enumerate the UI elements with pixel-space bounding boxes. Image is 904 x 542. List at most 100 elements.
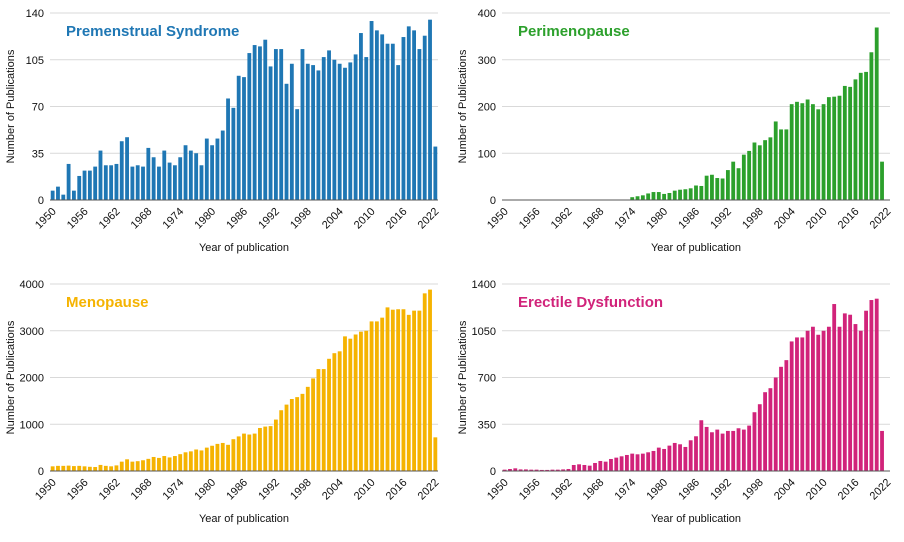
bar: [779, 366, 783, 471]
bar: [826, 97, 831, 200]
bar: [263, 39, 268, 200]
bar: [534, 469, 539, 471]
bar: [720, 178, 725, 200]
y-tick-label: 100: [478, 148, 496, 160]
y-axis-title: Number of Publications: [457, 49, 469, 163]
y-tick-label: 2000: [20, 373, 44, 385]
x-tick-label: 2016: [384, 477, 410, 503]
bar: [784, 129, 789, 200]
bar: [157, 166, 161, 200]
bar: [178, 157, 183, 200]
bar: [720, 433, 725, 471]
chart-panel-perimenopause: 0 100 200 300 400 1950 1956 1962 1968 1974 1980 198…: [457, 8, 893, 254]
bar: [130, 166, 135, 200]
bar: [646, 193, 651, 200]
bar: [694, 185, 698, 200]
bar: [231, 439, 236, 471]
bar: [305, 386, 310, 471]
bar: [763, 392, 768, 471]
bar: [752, 412, 757, 471]
bar: [374, 321, 379, 471]
y-tick-label: 70: [32, 102, 44, 114]
bar: [412, 310, 416, 471]
bar: [77, 465, 82, 471]
bar: [837, 326, 842, 471]
bar: [199, 165, 204, 200]
x-tick-label: 2016: [384, 206, 410, 232]
bar: [311, 65, 316, 200]
bar: [332, 59, 337, 200]
bar: [109, 466, 114, 471]
bar: [640, 453, 645, 471]
bar: [593, 462, 597, 471]
bar: [757, 404, 762, 471]
bar: [880, 430, 884, 471]
bar: [571, 464, 576, 471]
x-tick-label: 1974: [161, 477, 187, 503]
bar: [327, 358, 331, 471]
bar: [598, 460, 603, 471]
bar: [587, 465, 592, 471]
bar: [125, 459, 129, 471]
x-tick-label: 1998: [288, 206, 314, 232]
bar: [688, 440, 693, 471]
bar: [119, 461, 124, 471]
y-axis-title: Number of Publications: [5, 320, 17, 434]
bar: [316, 70, 321, 200]
x-tick-label: 1950: [485, 477, 511, 503]
bar: [210, 445, 215, 471]
bar: [795, 101, 799, 200]
bar: [390, 43, 395, 200]
bar: [103, 465, 108, 471]
bar: [406, 314, 411, 471]
x-tick-label: 2010: [804, 477, 830, 503]
x-tick-label: 2016: [836, 477, 862, 503]
bar: [61, 194, 66, 200]
x-tick-label: 1986: [676, 206, 702, 232]
bar: [848, 86, 853, 200]
bar: [640, 195, 645, 200]
x-tick-label: 1980: [644, 206, 670, 232]
bar: [369, 21, 374, 201]
bar: [141, 460, 145, 471]
bar: [204, 138, 209, 200]
x-tick-label: 1956: [517, 477, 543, 503]
bar: [789, 104, 794, 200]
y-tick-label: 0: [38, 195, 44, 207]
bar: [348, 338, 353, 471]
bar: [385, 307, 390, 471]
bar: [183, 145, 188, 200]
x-tick-label: 1998: [288, 477, 314, 503]
y-tick-label: 1400: [472, 279, 496, 291]
chart-title-menopause: Menopause: [66, 294, 149, 311]
bar: [741, 154, 746, 200]
bar: [603, 461, 608, 471]
bar: [688, 188, 693, 200]
bar: [630, 197, 635, 200]
x-tick-label: 2016: [836, 206, 862, 232]
bar: [231, 107, 236, 200]
bar: [50, 190, 55, 200]
x-tick-label: 1974: [613, 206, 639, 232]
bar: [704, 426, 709, 471]
bar: [821, 104, 826, 200]
chart-title-premenstrual-syndrome: Premenstrual Syndrome: [66, 23, 239, 40]
bar: [194, 153, 199, 200]
bar: [864, 310, 868, 471]
bar: [768, 388, 773, 471]
bar: [566, 468, 571, 471]
bar: [768, 137, 773, 200]
bar: [72, 190, 76, 200]
bar: [226, 444, 230, 471]
y-tick-label: 4000: [20, 279, 44, 291]
bar: [305, 63, 310, 200]
bar: [289, 399, 294, 471]
y-tick-label: 0: [38, 466, 44, 478]
bar: [114, 465, 119, 471]
x-tick-label: 1968: [129, 477, 155, 503]
bar: [188, 451, 193, 471]
x-tick-label: 2004: [772, 477, 798, 503]
x-tick-label: 2022: [868, 477, 894, 503]
bar: [736, 428, 741, 471]
